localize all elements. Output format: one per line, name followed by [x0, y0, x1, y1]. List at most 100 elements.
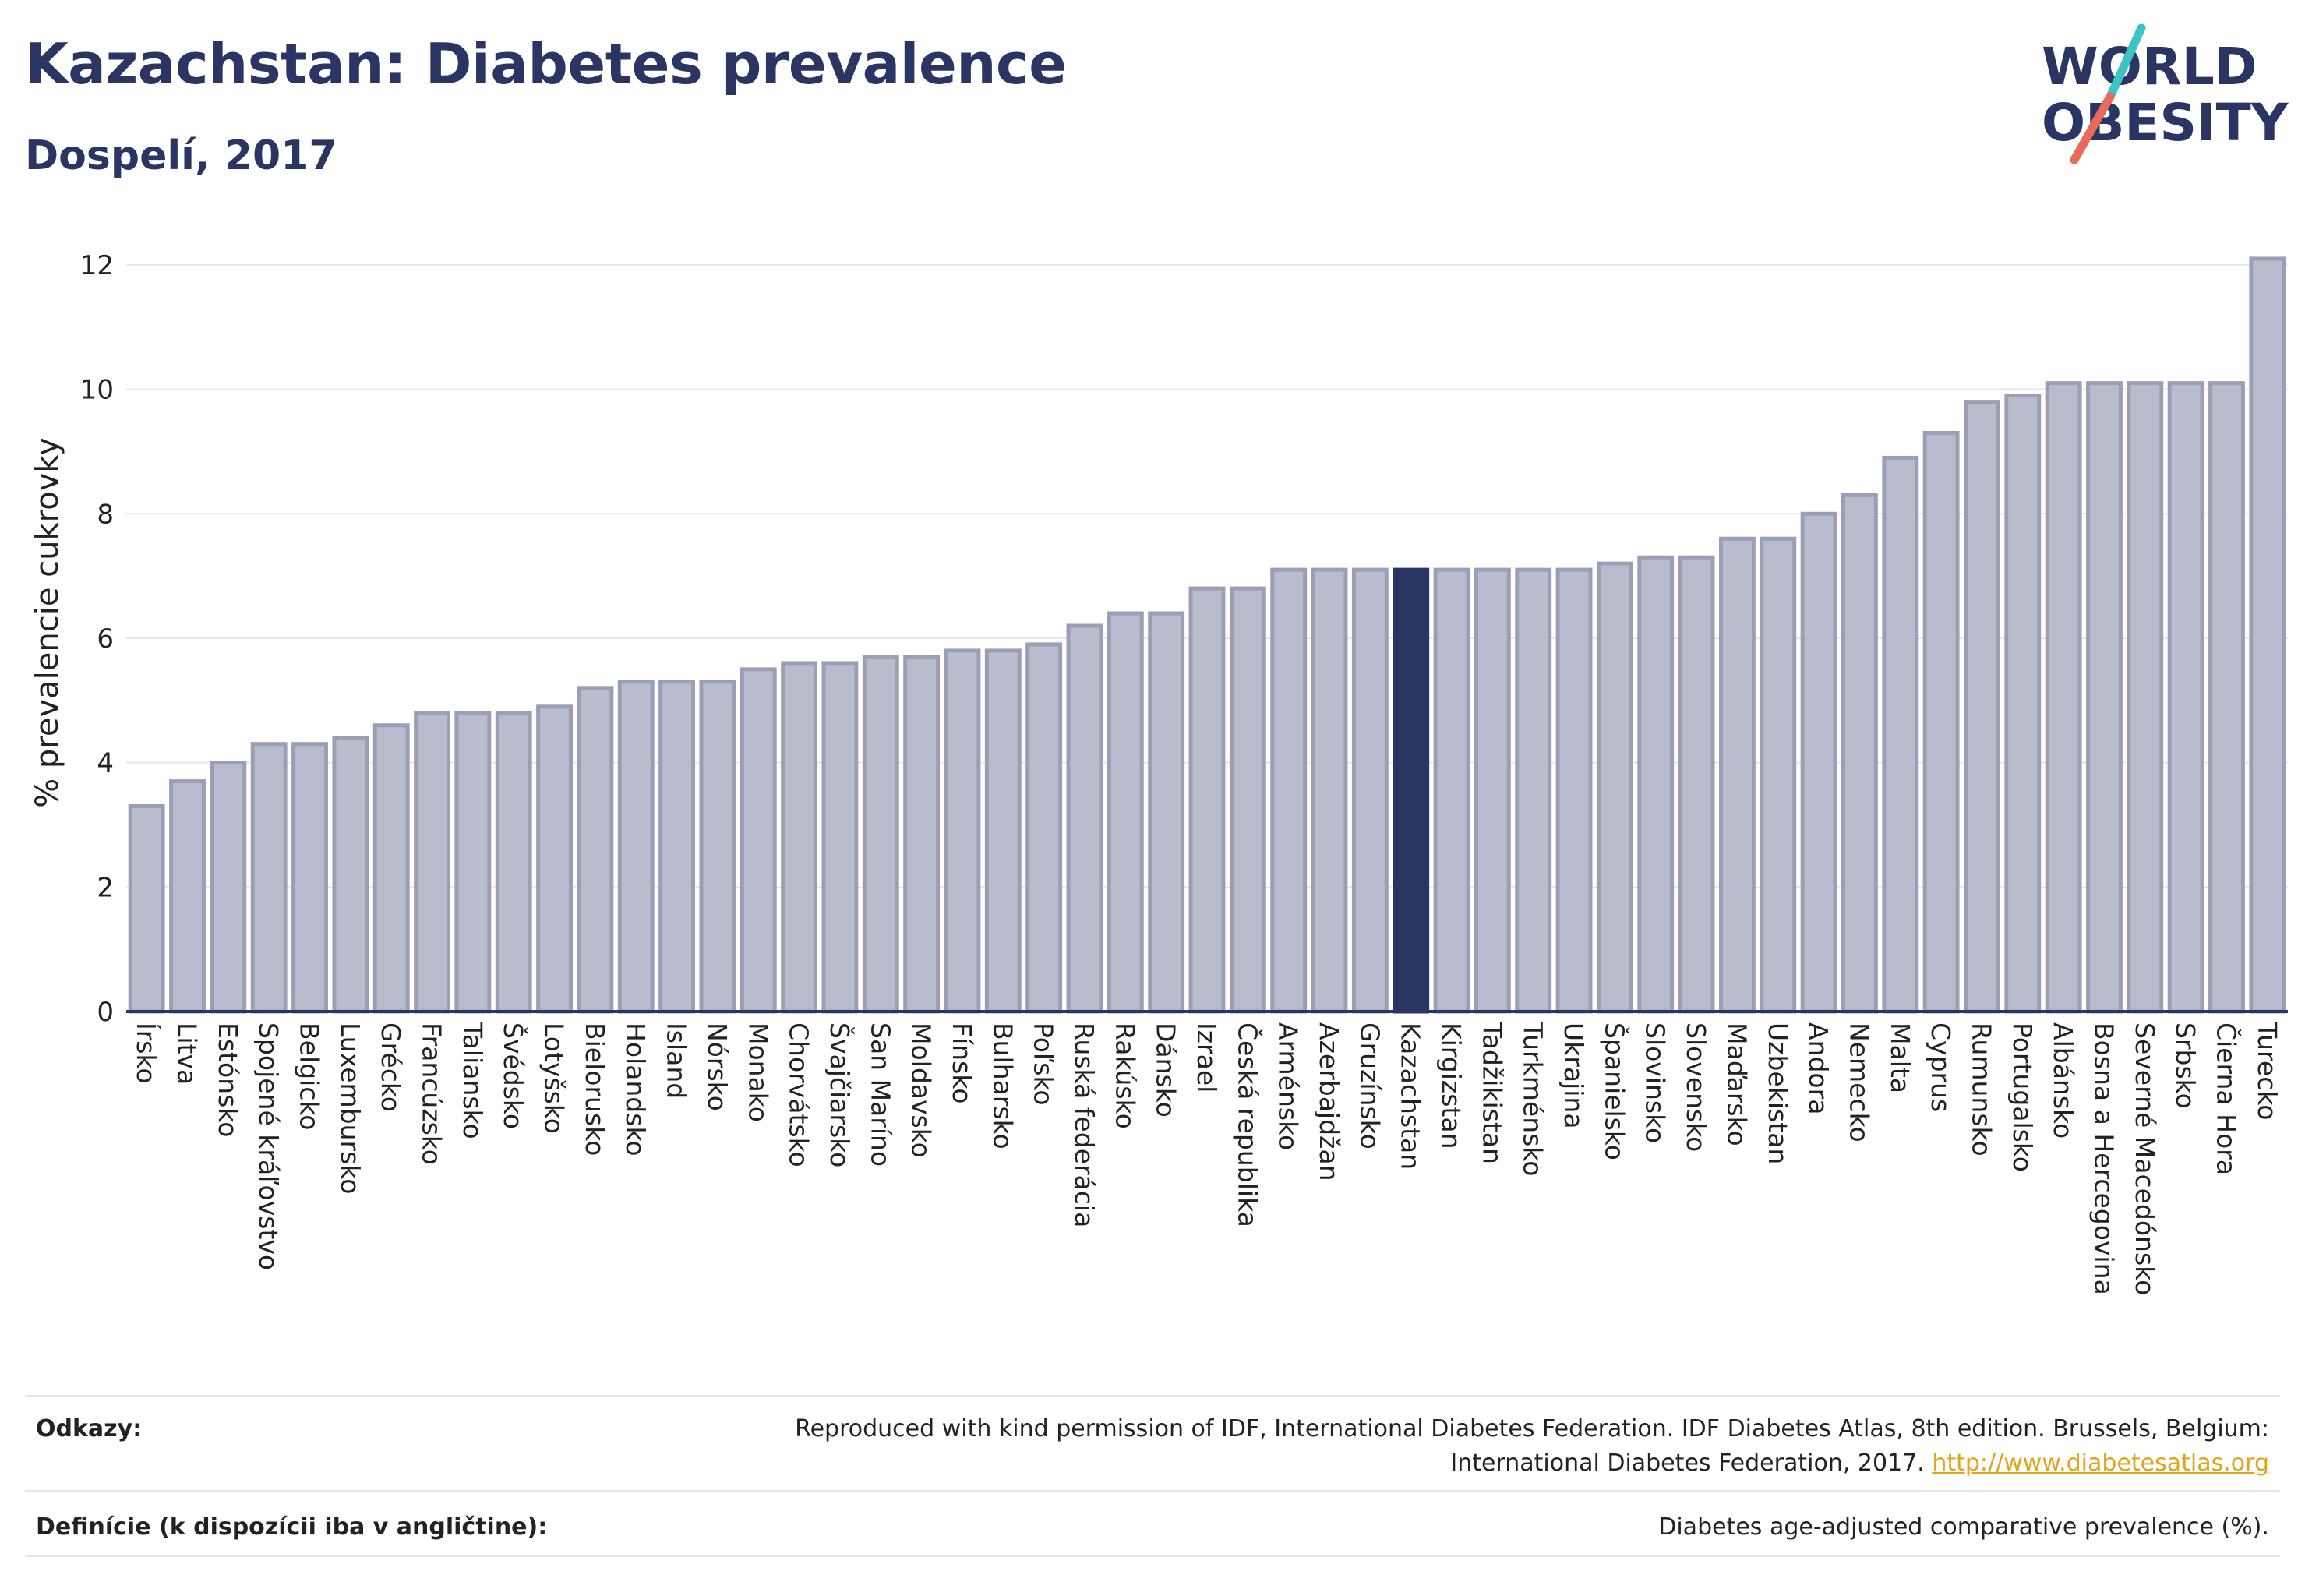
bar [1555, 567, 1593, 1014]
bar-highlighted [1393, 567, 1430, 1014]
x-category-label: Čierna Hora [2211, 1022, 2242, 1175]
bar [1882, 455, 1919, 1014]
bar [1760, 536, 1797, 1014]
x-category-label: Ruská federácia [1069, 1022, 1100, 1227]
x-category-label: Srbsko [2170, 1022, 2201, 1109]
bar [1025, 642, 1063, 1014]
x-category-label: Estónsko [213, 1022, 243, 1137]
bar [1964, 400, 2000, 1014]
bar [658, 680, 696, 1014]
x-category-label: Švédsko [498, 1022, 529, 1129]
bar [414, 711, 450, 1014]
bar [332, 736, 369, 1014]
bar [210, 761, 247, 1014]
x-category-label: Gruzínsko [1354, 1022, 1385, 1149]
bar [495, 711, 532, 1014]
x-category-label: Írsko [131, 1022, 162, 1084]
bar [984, 648, 1022, 1014]
bars [128, 256, 2286, 1014]
bar [2249, 256, 2286, 1014]
bar [781, 661, 818, 1014]
bar [617, 680, 655, 1014]
x-category-label: Turecko [2252, 1022, 2282, 1120]
x-category-label: Česká republika [1232, 1022, 1263, 1227]
bar [577, 686, 614, 1014]
y-tick-label: 0 [97, 997, 114, 1028]
x-category-label: Poľsko [1029, 1022, 1059, 1106]
references-line-1: Reproduced with kind permission of IDF, … [795, 1415, 2269, 1442]
y-axis-label: % prevalencie cukrovky [30, 437, 65, 808]
x-category-label: Lotyšsko [539, 1022, 570, 1134]
bar [740, 667, 777, 1014]
bar [1351, 567, 1389, 1014]
x-category-label: San Maríno [865, 1022, 895, 1167]
x-category-label: Cyprus [1926, 1022, 1956, 1112]
x-category-label: Dánsko [1151, 1022, 1181, 1118]
x-category-label: Luxembursko [335, 1022, 365, 1194]
bar [1433, 567, 1470, 1014]
diabetesatlas-link[interactable]: http://www.diabetesatlas.org [1932, 1449, 2269, 1477]
y-tick-label: 10 [80, 375, 114, 406]
bar [291, 742, 328, 1014]
bar [1066, 623, 1103, 1014]
definitions-label: Definície (k dispozícii iba v angličtine… [36, 1513, 548, 1541]
x-category-label: Izrael [1191, 1022, 1222, 1093]
x-category-label: Slovinsko [1640, 1022, 1671, 1143]
x-category-label: Holandsko [620, 1022, 651, 1156]
footer-divider-bottom [25, 1555, 2280, 1557]
y-tick-label: 2 [97, 872, 114, 903]
bar [536, 704, 574, 1014]
bar [2045, 381, 2082, 1014]
footer-divider-top [25, 1395, 2280, 1396]
x-category-label: Taliansko [457, 1022, 488, 1139]
bar [1718, 536, 1756, 1014]
bar [1474, 567, 1511, 1014]
x-category-label: Slovensko [1681, 1022, 1711, 1152]
x-category-label: Švajčiarsko [824, 1022, 856, 1167]
bar-chart: 0 2 4 6 8 10 12 Írsko Litva Estónsko Spojené kráľ… [30, 250, 2288, 1295]
bar [169, 779, 206, 1014]
bar [1800, 511, 1837, 1014]
bar [372, 723, 410, 1014]
bar [1841, 493, 1878, 1014]
bar [1596, 561, 1633, 1014]
bar [128, 804, 165, 1014]
bar [1922, 430, 1960, 1014]
bar [1188, 586, 1226, 1014]
y-tick-label: 12 [80, 250, 114, 281]
page-title: Kazachstan: Diabetes prevalence [25, 31, 1067, 97]
logo-slash-top-icon [2106, 23, 2146, 101]
x-category-label: Spojené kráľovstvo [253, 1022, 284, 1270]
references-line-2: International Diabetes Federation, 2017. [1450, 1449, 1925, 1477]
bar [1270, 567, 1308, 1014]
bar [454, 711, 492, 1014]
x-category-label: Ukrajina [1558, 1022, 1589, 1129]
x-category-label: Arménsko [1273, 1022, 1304, 1150]
x-category-label: Belgicko [295, 1022, 325, 1131]
x-category-label: Monako [743, 1022, 773, 1122]
x-category-label: Moldavsko [906, 1022, 937, 1158]
x-category-label: Azerbajdžan [1314, 1022, 1344, 1181]
x-category-label: Bosna a Hercegovina [2088, 1022, 2119, 1295]
x-category-label: Maďarsko [1721, 1022, 1752, 1146]
x-category-label: Turkménsko [1518, 1022, 1548, 1176]
x-category-label: Fínsko [947, 1022, 977, 1103]
bar [2004, 394, 2042, 1014]
x-category-label: Uzbekistan [1763, 1022, 1793, 1164]
y-axis-ticks: 0 2 4 6 8 10 12 [80, 250, 114, 1028]
logo-line-1: WORLD [2042, 37, 2257, 97]
x-category-label: Andora [1803, 1022, 1834, 1114]
bar [2167, 381, 2204, 1014]
bar [250, 742, 288, 1014]
x-category-label: Španielsko [1599, 1022, 1630, 1160]
bar [1678, 555, 1715, 1014]
x-category-label: Albánsko [2048, 1022, 2078, 1139]
x-category-label: Bielorusko [580, 1022, 610, 1156]
bar [862, 655, 899, 1014]
bar [1515, 567, 1552, 1014]
bar [1311, 567, 1348, 1014]
x-category-label: Bulharsko [987, 1022, 1018, 1149]
x-axis-labels: Írsko Litva Estónsko Spojené kráľovstvo Belg… [131, 1022, 2282, 1295]
x-category-label: Island [662, 1022, 692, 1099]
references-label: Odkazy: [36, 1415, 143, 1442]
